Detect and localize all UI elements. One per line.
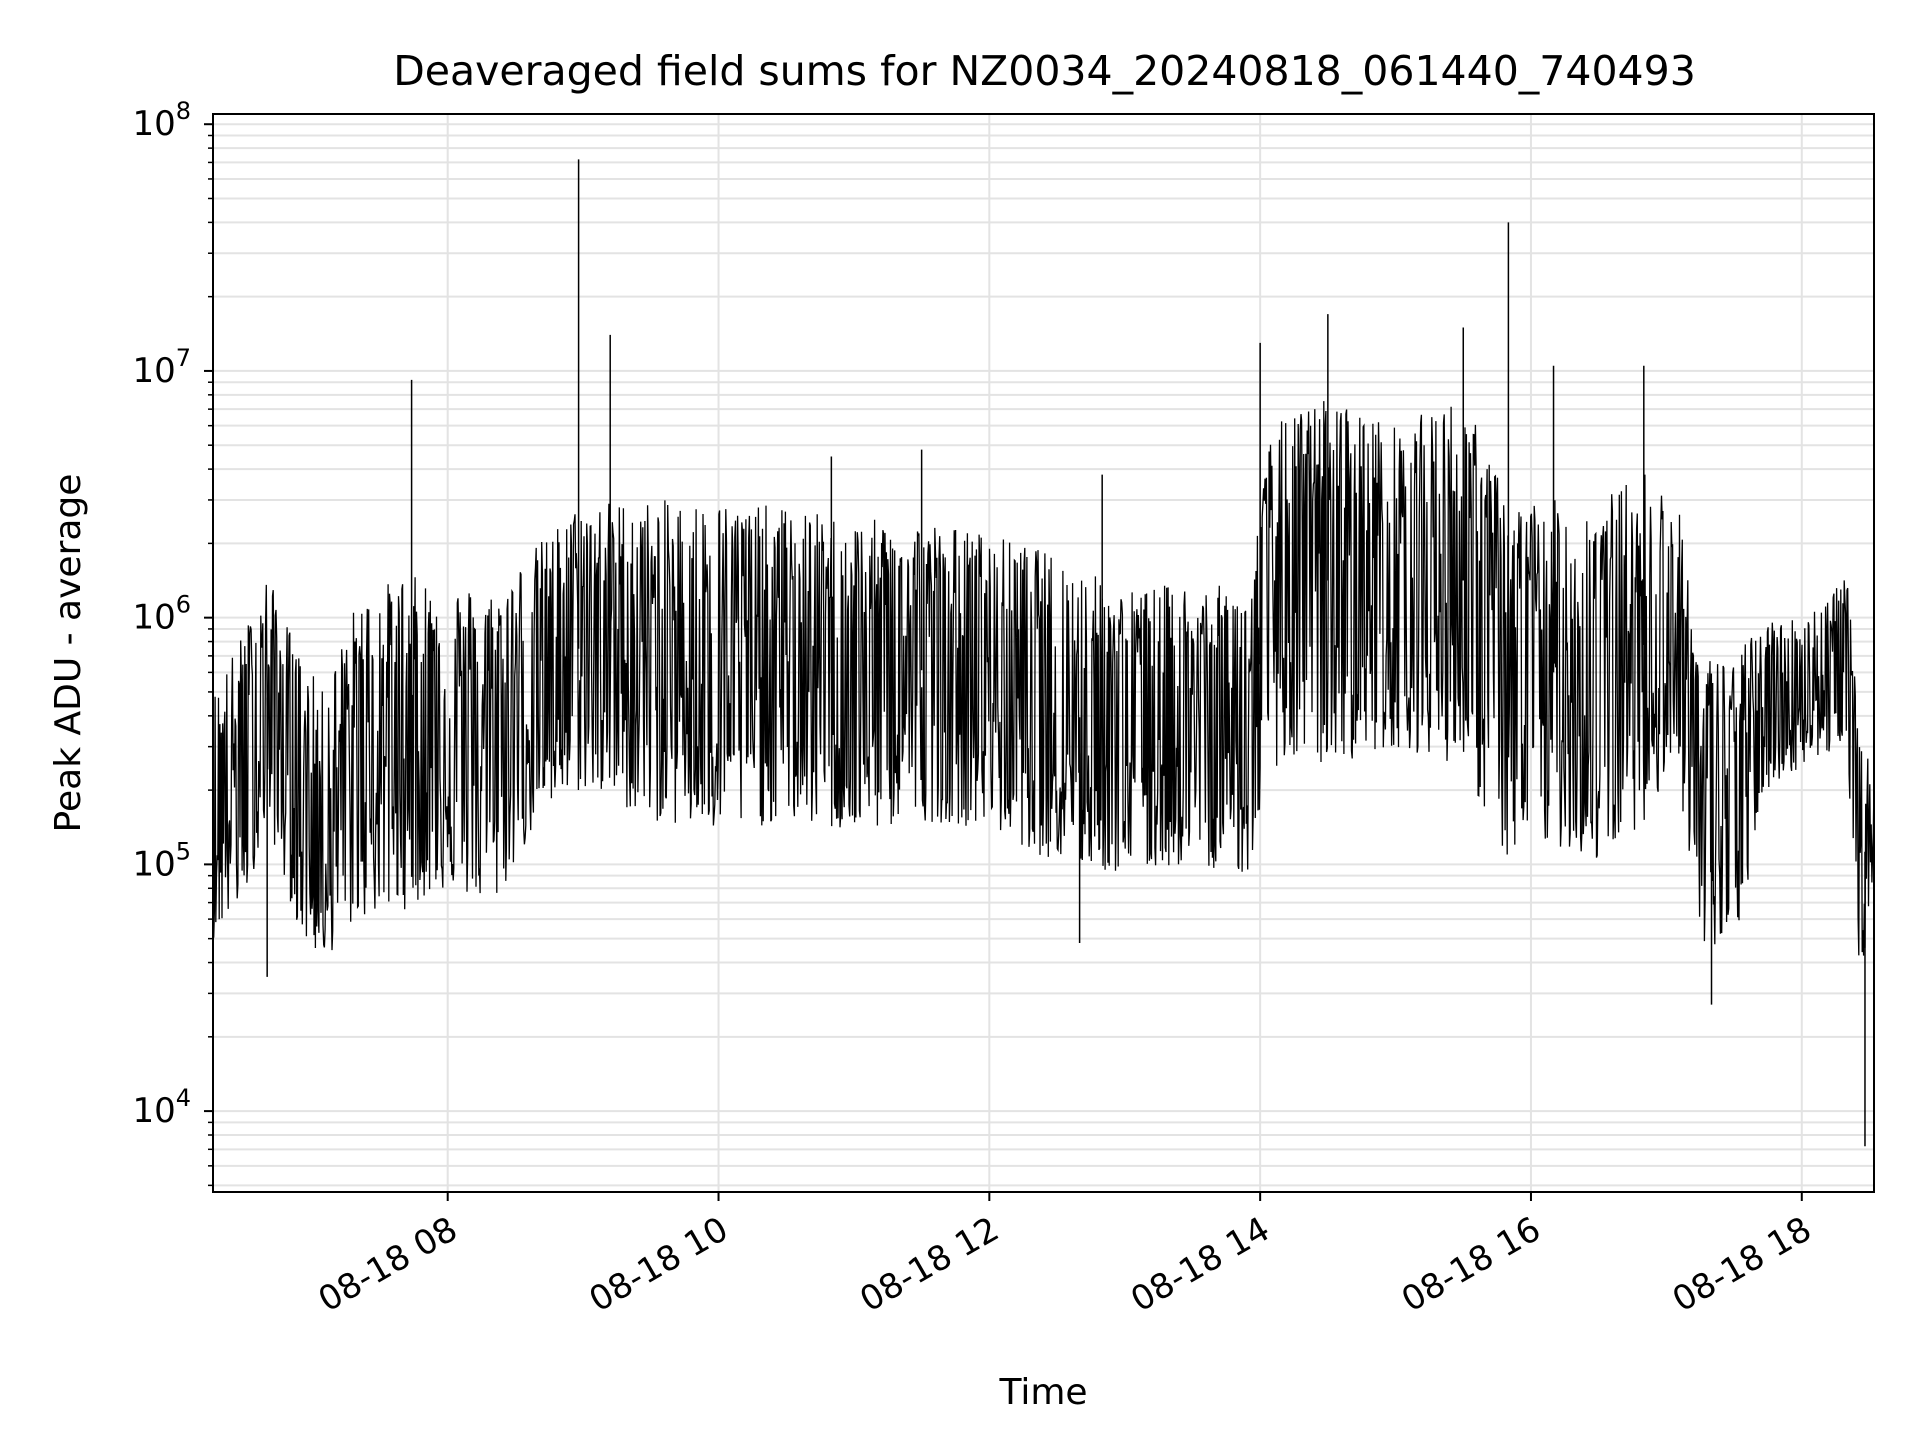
chart-title: Deaveraged field sums for NZ0034_2024081… (393, 47, 1696, 95)
y-tick-label: 108 (132, 97, 191, 144)
plot-frame (212, 113, 1875, 1193)
y-tick-label: 105 (132, 837, 191, 884)
y-tick-label: 104 (132, 1084, 191, 1131)
x-axis-label: Time (998, 1372, 1087, 1413)
series-line (212, 401, 1875, 956)
y-axis-label: Peak ADU - average (48, 474, 89, 833)
y-tick-label: 106 (132, 591, 191, 638)
data-layer (212, 159, 1875, 1147)
grid-layer (213, 114, 1874, 1192)
y-tick-label: 107 (132, 344, 191, 391)
